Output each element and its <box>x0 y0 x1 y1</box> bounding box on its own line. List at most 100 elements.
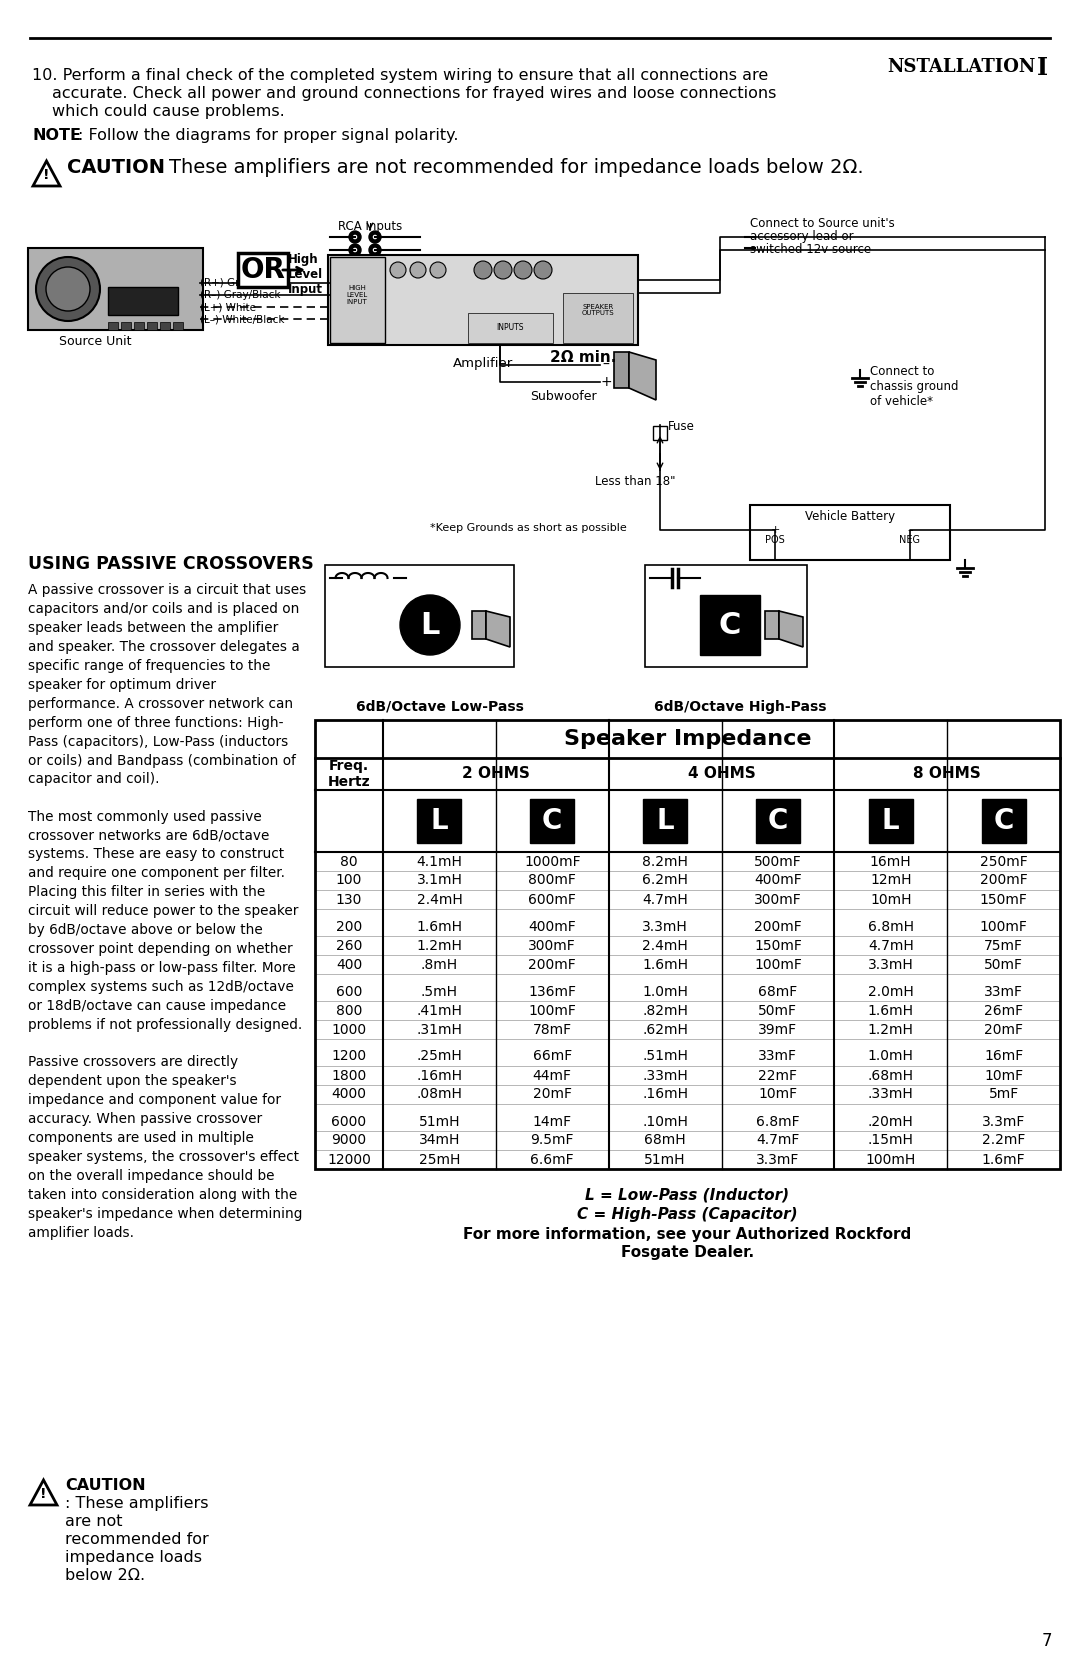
Text: :  These amplifiers are not recommended for impedance loads below 2Ω.: : These amplifiers are not recommended f… <box>150 159 864 177</box>
Text: 6dB/Octave High-Pass: 6dB/Octave High-Pass <box>653 699 826 714</box>
Text: 5mF: 5mF <box>988 1088 1018 1102</box>
Text: .10mH: .10mH <box>643 1115 688 1128</box>
Circle shape <box>369 244 381 255</box>
Text: Speaker Impedance: Speaker Impedance <box>564 729 811 749</box>
Text: 6.8mH: 6.8mH <box>867 920 914 933</box>
Text: below 2Ω.: below 2Ω. <box>65 1567 145 1582</box>
Text: 3.3mF: 3.3mF <box>756 1153 799 1167</box>
Bar <box>868 799 913 843</box>
Text: 1800: 1800 <box>332 1068 366 1083</box>
Text: 12mH: 12mH <box>870 873 912 888</box>
Text: 1.0mH: 1.0mH <box>868 1050 914 1063</box>
Text: 44mF: 44mF <box>532 1068 571 1083</box>
Bar <box>417 799 461 843</box>
Text: OR: OR <box>241 255 285 284</box>
Bar <box>530 799 575 843</box>
Bar <box>134 322 144 330</box>
Text: recommended for: recommended for <box>65 1532 208 1547</box>
Text: 800mF: 800mF <box>528 873 577 888</box>
Text: USING PASSIVE CROSSOVERS: USING PASSIVE CROSSOVERS <box>28 556 314 572</box>
Text: 4.7mF: 4.7mF <box>756 1133 799 1148</box>
Text: 16mH: 16mH <box>869 855 912 868</box>
Polygon shape <box>486 611 510 648</box>
Bar <box>765 611 779 639</box>
Text: 3.3mH: 3.3mH <box>868 958 914 971</box>
Text: 50mF: 50mF <box>984 958 1023 971</box>
Text: Passive crossovers are directly
dependent upon the speaker's
impedance and compo: Passive crossovers are directly dependen… <box>28 1055 302 1240</box>
Text: 8.2mH: 8.2mH <box>643 855 688 868</box>
Text: C: C <box>994 808 1014 834</box>
Text: .62mH: .62mH <box>643 1023 688 1036</box>
Text: 4.1mH: 4.1mH <box>417 855 462 868</box>
Text: 6.6mF: 6.6mF <box>530 1153 575 1167</box>
Bar <box>472 611 486 639</box>
Text: 130: 130 <box>336 893 362 906</box>
Text: The most commonly used passive
crossover networks are 6dB/octave
systems. These : The most commonly used passive crossover… <box>28 809 302 1031</box>
Text: 4 OHMS: 4 OHMS <box>688 766 755 781</box>
Bar <box>173 322 183 330</box>
Text: 6.8mF: 6.8mF <box>756 1115 799 1128</box>
Text: 51mH: 51mH <box>645 1153 686 1167</box>
Text: 3.1mH: 3.1mH <box>417 873 462 888</box>
Text: 2Ω min.: 2Ω min. <box>550 350 617 366</box>
Text: 1.6mH: 1.6mH <box>867 1003 914 1018</box>
Text: 100mH: 100mH <box>866 1153 916 1167</box>
Text: accessory lead or: accessory lead or <box>750 230 853 244</box>
Text: .33mH: .33mH <box>868 1088 914 1102</box>
Text: (L–) White/Black: (L–) White/Black <box>200 314 284 324</box>
Text: 2.2mF: 2.2mF <box>982 1133 1025 1148</box>
Text: NSTALLATION: NSTALLATION <box>888 58 1036 77</box>
Text: 20mF: 20mF <box>984 1023 1023 1036</box>
Text: NEG: NEG <box>900 536 920 546</box>
Text: 260: 260 <box>336 938 362 953</box>
Text: 10mF: 10mF <box>984 1068 1023 1083</box>
Bar <box>108 287 178 315</box>
Text: Amplifier: Amplifier <box>453 357 513 371</box>
Text: 9000: 9000 <box>332 1133 366 1148</box>
Text: 22mF: 22mF <box>758 1068 797 1083</box>
Text: which could cause problems.: which could cause problems. <box>52 103 285 118</box>
Text: 10mF: 10mF <box>758 1088 797 1102</box>
Text: of vehicle*: of vehicle* <box>870 396 933 407</box>
Text: CAUTION: CAUTION <box>65 1479 146 1494</box>
Text: 1.2mH: 1.2mH <box>417 938 462 953</box>
Text: Connect to Source unit's: Connect to Source unit's <box>750 217 894 230</box>
Text: 400: 400 <box>336 958 362 971</box>
Text: .16mH: .16mH <box>417 1068 462 1083</box>
Text: .08mH: .08mH <box>417 1088 462 1102</box>
Text: 80: 80 <box>340 855 357 868</box>
Text: 136mF: 136mF <box>528 985 577 998</box>
Text: .8mH: .8mH <box>421 958 458 971</box>
Text: 1.6mH: 1.6mH <box>417 920 462 933</box>
Text: 150mF: 150mF <box>980 893 1027 906</box>
Text: 6000: 6000 <box>332 1115 366 1128</box>
Text: 500mF: 500mF <box>754 855 801 868</box>
Text: For more information, see your Authorized Rockford: For more information, see your Authorize… <box>463 1227 912 1242</box>
Circle shape <box>349 230 361 244</box>
Bar <box>160 322 170 330</box>
Text: 400mF: 400mF <box>528 920 576 933</box>
Text: 1.2mH: 1.2mH <box>868 1023 914 1036</box>
Text: 16mF: 16mF <box>984 1050 1023 1063</box>
Text: 600: 600 <box>336 985 362 998</box>
Circle shape <box>36 257 100 320</box>
Text: accurate. Check all power and ground connections for frayed wires and loose conn: accurate. Check all power and ground con… <box>52 87 777 102</box>
Text: 800: 800 <box>336 1003 362 1018</box>
Bar <box>756 799 800 843</box>
Text: 4.7mH: 4.7mH <box>868 938 914 953</box>
Text: Less than 18": Less than 18" <box>595 476 675 487</box>
Text: 7: 7 <box>1041 1632 1052 1651</box>
Text: impedance loads: impedance loads <box>65 1551 202 1566</box>
Text: (R+) Gray: (R+) Gray <box>200 279 252 289</box>
Text: !: ! <box>43 169 50 182</box>
Circle shape <box>372 234 378 240</box>
Text: 150mF: 150mF <box>754 938 801 953</box>
Text: 100mF: 100mF <box>754 958 801 971</box>
Bar <box>468 314 553 344</box>
Circle shape <box>410 262 426 279</box>
Text: Freq.
Hertz: Freq. Hertz <box>327 759 370 789</box>
Text: L: L <box>657 808 674 834</box>
Text: C: C <box>719 611 741 639</box>
Text: High
Level
Input: High Level Input <box>288 254 323 295</box>
Text: 2.4mH: 2.4mH <box>643 938 688 953</box>
